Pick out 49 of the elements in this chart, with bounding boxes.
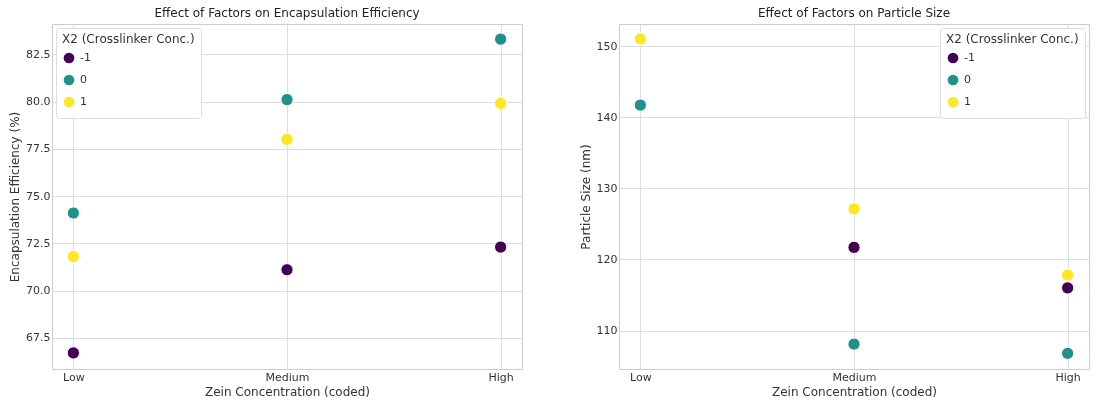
chart-title: Effect of Factors on Particle Size xyxy=(757,6,951,20)
point xyxy=(66,346,80,360)
point xyxy=(1061,346,1075,360)
chart-title: Effect of Factors on Encapsulation Efficiency xyxy=(154,6,420,20)
y-tick-label: 110 xyxy=(596,324,618,338)
y-tick-label: 67.5 xyxy=(26,331,51,345)
point xyxy=(633,98,647,112)
point xyxy=(280,263,294,277)
y-tick-label: 77.5 xyxy=(26,142,51,156)
legend-label: -1 xyxy=(80,51,91,64)
legend-label: 1 xyxy=(964,95,971,108)
point xyxy=(1061,281,1075,295)
point xyxy=(847,240,861,254)
legend-title: X2 (Crosslinker Conc.) xyxy=(62,32,195,46)
point xyxy=(66,249,80,264)
y-tick-label: 70.0 xyxy=(26,284,51,298)
y-tick-label: 150 xyxy=(596,39,618,53)
y-tick-label: 75.0 xyxy=(26,189,51,203)
point xyxy=(847,337,861,351)
point xyxy=(494,32,508,46)
y-tick-label: 130 xyxy=(596,181,618,195)
x-tick-label: Medium xyxy=(832,370,877,384)
legend-label: -1 xyxy=(964,51,975,64)
x-axis-title: Zein Concentration (coded) xyxy=(205,384,370,399)
point xyxy=(633,32,647,46)
point xyxy=(280,132,294,146)
y-tick-label: 140 xyxy=(596,110,618,124)
point xyxy=(66,206,80,220)
point xyxy=(494,96,508,111)
point xyxy=(280,93,294,107)
y-tick-label: 72.5 xyxy=(26,236,51,250)
point xyxy=(494,240,508,254)
x-axis-title: Zein Concentration (coded) xyxy=(772,384,937,399)
x-tick-label: Low xyxy=(630,370,652,384)
y-axis-title: Encapsulation Efficiency (%) xyxy=(8,111,23,283)
x-tick-label: Medium xyxy=(265,370,310,384)
y-axis-title: Particle Size (nm) xyxy=(578,144,593,250)
legend-label: 1 xyxy=(80,95,87,108)
point xyxy=(1061,268,1075,282)
x-tick-label: High xyxy=(1055,370,1081,384)
y-tick-label: 82.5 xyxy=(26,47,51,61)
y-tick-label: 80.0 xyxy=(26,95,51,109)
x-tick-label: High xyxy=(488,370,514,384)
legend-label: 0 xyxy=(964,73,971,86)
y-tick-label: 120 xyxy=(596,252,618,266)
point xyxy=(847,202,861,216)
x-tick-label: Low xyxy=(63,370,85,384)
legend-title: X2 (Crosslinker Conc.) xyxy=(946,32,1079,46)
legend-label: 0 xyxy=(80,73,87,86)
